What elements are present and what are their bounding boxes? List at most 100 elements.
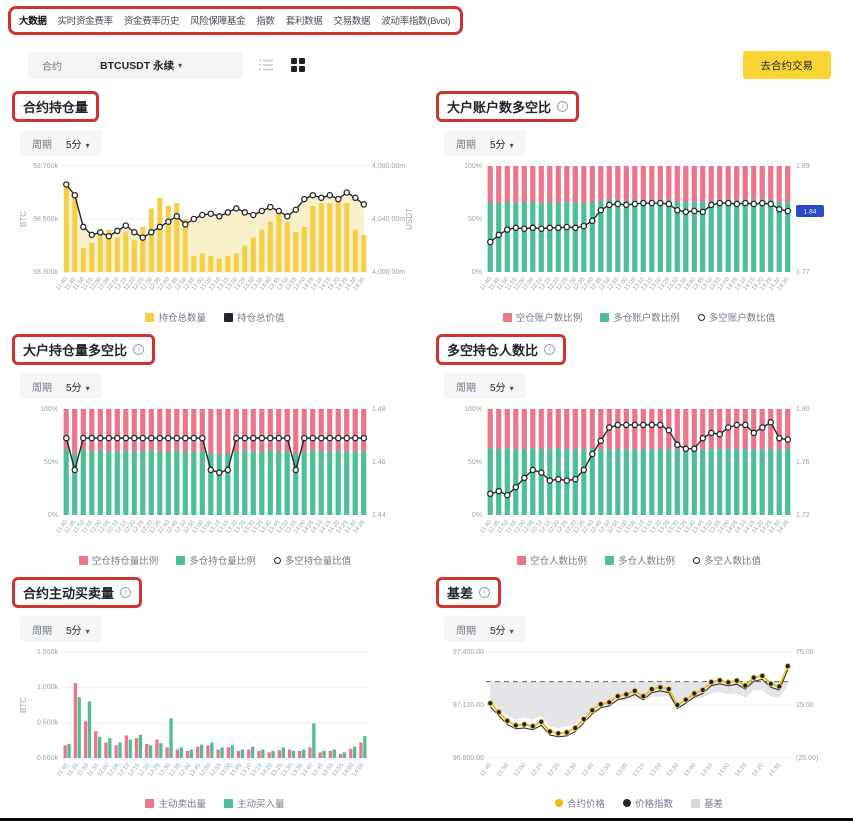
svg-text:13:40: 13:40 [683, 762, 697, 778]
legend-item[interactable]: 持仓总价值 [224, 310, 285, 324]
nav-tab-2[interactable]: 资金费率历史 [123, 16, 180, 27]
panel-title-annotation: 多空持仓人数比 i [436, 334, 567, 365]
nav-tab-5[interactable]: 套利数据 [285, 16, 323, 27]
period-control[interactable]: 周期 5分 ▾ [20, 130, 102, 156]
period-value[interactable]: 5分 ▾ [66, 625, 90, 637]
chevron-down-icon: ▾ [509, 383, 514, 393]
chart-legend: 主动卖出量 主动买入量 [12, 796, 418, 810]
legend-item[interactable]: 多仓账户数比例 [600, 310, 680, 324]
legend-item[interactable]: 空仓人数比例 [516, 553, 587, 567]
legend-item[interactable]: 多仓人数比例 [604, 553, 675, 567]
contract-label: 合约 [42, 61, 62, 73]
period-control[interactable]: 周期 5分 ▾ [20, 373, 102, 399]
panel-title-annotation: 大户持仓量多空比 i [12, 334, 156, 365]
svg-text:13:20: 13:20 [649, 762, 663, 778]
legend-swatch-icon [554, 799, 563, 807]
nav-tab-7[interactable]: 波动率指数(Bvol) [381, 16, 451, 27]
contract-select[interactable]: 合约 BTCUSDT 永续 ▾ [28, 51, 243, 79]
panel-title-annotation: 基差 i [436, 577, 502, 608]
svg-text:1.500k: 1.500k [37, 649, 59, 656]
legend-item[interactable]: 价格指数 [622, 796, 673, 810]
svg-text:50%: 50% [468, 459, 482, 466]
panel-long-short-people-ratio: 多空持仓人数比 i 周期 5分 ▾ 100% 50% 0% 1.80 1.76 1.72 11… [436, 334, 842, 567]
svg-text:13:10: 13:10 [632, 762, 646, 778]
chart-legend: 持仓总数量 持仓总价值 [12, 310, 418, 324]
svg-text:1.72: 1.72 [796, 512, 810, 519]
period-label: 周期 [456, 139, 476, 151]
svg-text:0%: 0% [472, 269, 482, 276]
svg-text:13:50: 13:50 [700, 762, 714, 778]
legend-swatch-icon [224, 798, 233, 808]
svg-text:1.46: 1.46 [372, 459, 386, 466]
contract-value: BTCUSDT 永续 [100, 59, 175, 72]
svg-text:12:20: 12:20 [547, 762, 561, 778]
legend-item[interactable]: 多空账户数比值 [697, 310, 775, 324]
info-icon[interactable]: i [120, 587, 132, 598]
period-value[interactable]: 5分 ▾ [490, 139, 514, 151]
top-trader-position-ratio-chart[interactable]: 100% 50% 0% 1.48 1.46 1.44 11:40 11:45 11:50 11:5… [12, 401, 418, 551]
svg-text:1.000k: 1.000k [37, 684, 59, 691]
legend-item[interactable]: 空仓账户数比例 [502, 310, 582, 324]
chevron-down-icon: ▾ [509, 626, 514, 636]
legend-item[interactable]: 多空人数比值 [693, 553, 761, 567]
svg-text:BTC: BTC [19, 697, 28, 713]
period-value[interactable]: 5分 ▾ [66, 382, 90, 394]
taker-buy-sell-volume-chart[interactable]: 1.500k 1.000k 0.500k 0.000k BTC 11:40 11:45 11:… [12, 644, 418, 794]
period-control[interactable]: 周期 5分 ▾ [444, 130, 526, 156]
info-icon[interactable]: i [557, 101, 569, 112]
info-icon[interactable]: i [133, 344, 145, 355]
grid-view-icon[interactable] [289, 56, 307, 74]
svg-text:14:20: 14:20 [751, 762, 765, 778]
chevron-down-icon: ▾ [509, 140, 514, 150]
svg-text:96,800.00: 96,800.00 [453, 755, 484, 762]
legend-item[interactable]: 合约价格 [554, 796, 605, 810]
legend-item[interactable]: 多仓持仓量比例 [176, 553, 256, 567]
go-to-futures-trading-button[interactable]: 去合约交易 [742, 51, 831, 79]
info-icon[interactable]: i [479, 587, 491, 598]
legend-item[interactable]: 基差 [691, 796, 723, 810]
period-control[interactable]: 周期 5分 ▾ [20, 616, 102, 642]
chevron-down-icon: ▾ [85, 626, 90, 636]
basis-chart[interactable]: 97,400.00 97,100.00 96,800.00 75.00 25.00 (25… [436, 644, 842, 794]
period-label: 周期 [456, 625, 476, 637]
svg-text:0.000k: 0.000k [37, 755, 59, 762]
panel-title-annotation: 大户账户数多空比 i [436, 91, 580, 122]
legend-item[interactable]: 持仓总数量 [145, 310, 206, 324]
info-icon[interactable]: i [544, 344, 556, 355]
legend-item[interactable]: 多空持仓量比值 [273, 553, 351, 567]
svg-text:(25.00): (25.00) [796, 755, 818, 762]
toolbar: 合约 BTCUSDT 永续 ▾ 去合约交易 [0, 37, 853, 83]
svg-text:12:50: 12:50 [598, 762, 612, 778]
top-trader-account-ratio-chart[interactable]: 100% 50% 0% 1.89 1.77 1.84 11:40 11:45 11:50 11:5… [436, 158, 842, 308]
bottom-divider [0, 818, 853, 821]
svg-text:14:30: 14:30 [768, 762, 782, 778]
legend-item[interactable]: 空仓持仓量比例 [78, 553, 158, 567]
svg-text:68.700k: 68.700k [33, 163, 58, 170]
svg-text:1.80: 1.80 [796, 406, 810, 413]
period-value[interactable]: 5分 ▾ [490, 382, 514, 394]
period-value[interactable]: 5分 ▾ [490, 625, 514, 637]
open-interest-chart[interactable]: 68.700k 68.500k 68.300k 4,080.00m 4,040.00m 4… [12, 158, 418, 308]
panel-title: 大户账户数多空比 [447, 100, 552, 115]
legend-item[interactable]: 主动卖出量 [145, 796, 206, 810]
nav-tab-6[interactable]: 交易数据 [333, 16, 371, 27]
panel-top-trader-account-ratio: 大户账户数多空比 i 周期 5分 ▾ 100% 50% 0% 1.89 1.77 1.84 1… [436, 91, 842, 324]
list-view-icon[interactable] [257, 56, 275, 74]
period-value[interactable]: 5分 ▾ [66, 139, 90, 151]
top-nav: 大数据 实时资金费率 资金费率历史 风险保障基金 指数 套利数据 交易数据 波动率指数(Bvo… [0, 0, 853, 37]
nav-tab-1[interactable]: 实时资金费率 [57, 16, 114, 27]
nav-tab-3[interactable]: 风险保障基金 [190, 16, 246, 27]
panel-top-trader-position-ratio: 大户持仓量多空比 i 周期 5分 ▾ 100% 50% 0% 1.48 1.46 1.44 1… [12, 334, 418, 567]
svg-text:13:00: 13:00 [615, 762, 629, 778]
svg-text:12:10: 12:10 [530, 762, 544, 778]
period-control[interactable]: 周期 5分 ▾ [444, 373, 526, 399]
svg-text:1.89: 1.89 [796, 163, 810, 170]
period-control[interactable]: 周期 5分 ▾ [444, 616, 526, 642]
svg-text:68.500k: 68.500k [33, 216, 58, 223]
nav-tab-4[interactable]: 指数 [256, 16, 275, 27]
long-short-people-ratio-chart[interactable]: 100% 50% 0% 1.80 1.76 1.72 11:40 11:45 11:50 11:5… [436, 401, 842, 551]
legend-item[interactable]: 主动买入量 [224, 796, 285, 810]
legend-swatch-icon [502, 312, 512, 322]
nav-tab-0[interactable]: 大数据 [19, 16, 47, 27]
